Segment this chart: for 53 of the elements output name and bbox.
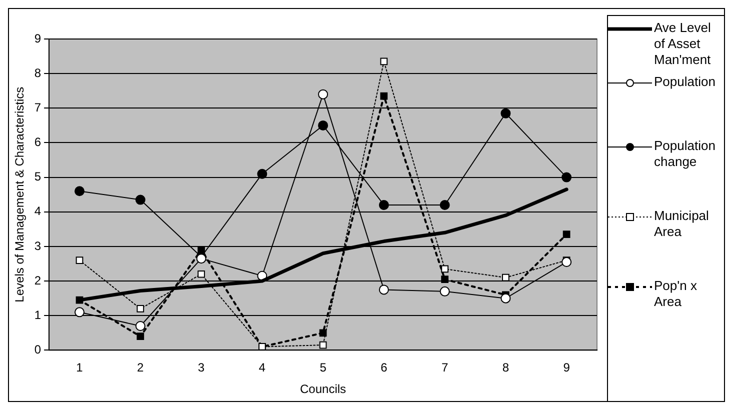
point — [500, 108, 511, 118]
y-tick-label: 9 — [34, 31, 42, 46]
x-axis-title: Councils — [300, 382, 346, 396]
point — [380, 58, 388, 66]
x-tick-label: 1 — [76, 360, 84, 375]
x-tick-label: 3 — [198, 360, 205, 375]
y-tick-label: 8 — [34, 66, 42, 80]
point — [502, 274, 510, 282]
point — [562, 172, 572, 182]
point — [500, 293, 511, 304]
point — [318, 120, 328, 130]
y-tick-label: 1 — [34, 308, 42, 322]
legend-label: Ave Level of Asset Man'ment — [654, 20, 712, 68]
point — [440, 200, 450, 210]
x-tick-label: 9 — [563, 360, 570, 375]
y-tick-label: 2 — [34, 273, 42, 288]
legend-label: Population change — [654, 138, 716, 170]
y-tick-label: 5 — [34, 170, 42, 184]
y-tick-label: 6 — [34, 135, 42, 150]
legend-label: Population — [654, 74, 716, 90]
x-tick-label: 5 — [320, 360, 327, 375]
point — [319, 329, 327, 337]
point — [378, 200, 389, 210]
y-tick-label: 4 — [34, 204, 42, 218]
legend-label: Pop'n x Area — [654, 278, 698, 310]
point — [257, 168, 268, 179]
point — [562, 257, 572, 268]
y-tick-label: 7 — [34, 100, 42, 114]
point — [441, 265, 448, 273]
point — [378, 284, 389, 295]
y-tick-label: 3 — [34, 238, 42, 253]
y-tick-label: 0 — [34, 342, 42, 357]
point — [135, 194, 146, 205]
point — [319, 341, 327, 349]
point — [441, 276, 448, 283]
x-tick-label: 4 — [258, 360, 266, 375]
point — [198, 270, 205, 278]
x-tick-label: 2 — [137, 360, 144, 375]
x-tick-label: 6 — [380, 360, 388, 375]
point — [380, 92, 388, 100]
legend-label: Municipal Area — [654, 208, 710, 240]
point — [74, 186, 85, 196]
point — [318, 89, 328, 100]
point — [440, 286, 450, 296]
point — [135, 320, 146, 331]
point — [136, 305, 144, 312]
y-axis-title: Levels of Management & Characteristics — [12, 86, 27, 302]
x-tick-label: 8 — [502, 360, 510, 375]
point — [74, 307, 85, 318]
x-tick-label: 7 — [441, 360, 448, 375]
point — [562, 230, 570, 238]
point — [76, 256, 84, 264]
point — [136, 332, 144, 340]
